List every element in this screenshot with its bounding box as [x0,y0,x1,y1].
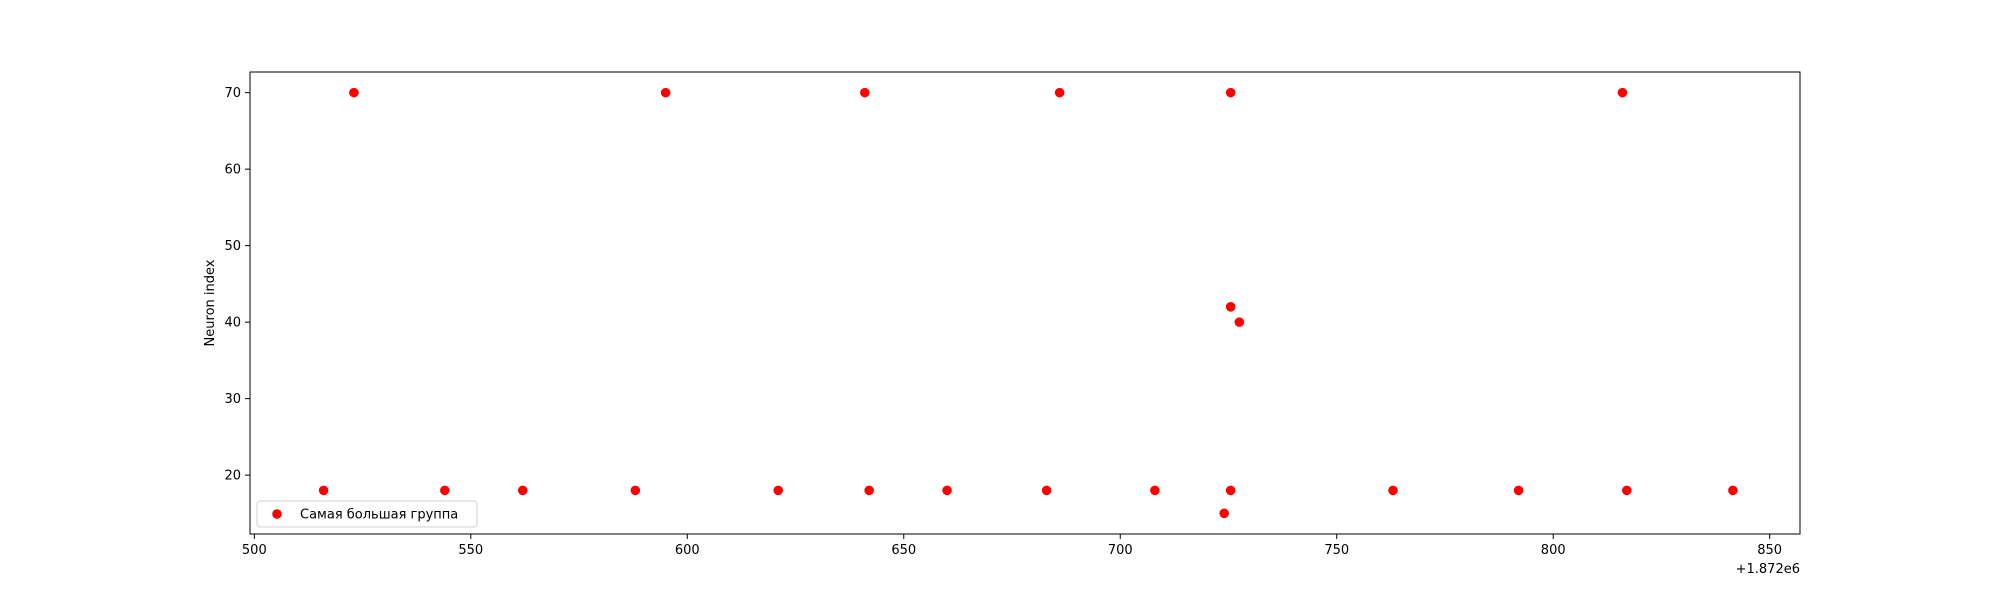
x-tick-label: 650 [891,543,916,558]
y-tick-label: 50 [224,239,241,254]
x-tick-label: 500 [242,543,267,558]
data-point [1225,87,1236,98]
data-point [1388,485,1398,496]
data-point [1225,302,1236,312]
data-point [1219,508,1229,519]
legend-marker [272,509,282,519]
y-tick-label: 30 [224,392,241,407]
y-tick-label: 20 [224,469,241,484]
y-tick-label: 40 [224,316,241,331]
x-tick-label: 600 [675,543,700,558]
data-point [1728,485,1738,496]
data-point [1513,485,1524,496]
x-tick-label: 550 [458,543,483,558]
legend: Самая большая группа [256,500,478,528]
data-point [860,87,870,98]
x-axis-offset-label: +1.872e6 [1736,562,1800,577]
data-point [318,485,329,496]
data-point [1054,87,1065,98]
y-tick-label: 70 [224,86,241,101]
data-point [1234,317,1245,327]
data-point [942,485,952,496]
x-axis-ticks: 500 550 600 650 700 750 800 850 [242,534,1782,558]
x-tick-label: 850 [1757,543,1782,558]
data-point [630,485,641,496]
legend-box [256,500,478,528]
data-point [1041,485,1052,496]
y-axis-ticks: 20 30 40 50 60 70 [224,86,250,484]
legend-entry-label: Самая большая группа [300,508,458,523]
y-tick-label: 60 [224,163,241,178]
data-point [773,485,784,496]
data-points [318,87,1738,519]
data-point [1617,87,1628,98]
data-point [660,87,671,98]
data-point [864,485,874,496]
data-point [517,485,528,496]
plot-area-frame [249,71,1801,535]
y-axis-label: Neuron index [203,259,218,346]
x-tick-label: 800 [1541,543,1566,558]
data-point [440,485,450,496]
data-point [1150,485,1160,496]
data-point [1622,485,1632,496]
x-tick-label: 750 [1324,543,1349,558]
x-tick-label: 700 [1108,543,1133,558]
data-point [1225,485,1236,496]
data-point [349,87,359,98]
